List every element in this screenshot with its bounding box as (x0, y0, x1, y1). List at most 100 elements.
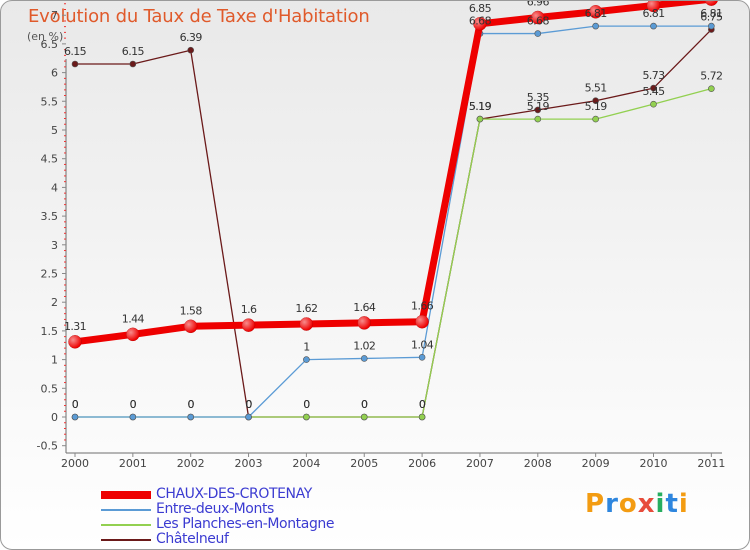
data-label: 0 (245, 398, 252, 411)
data-point-shine (68, 335, 82, 349)
data-point-shine (299, 317, 313, 331)
data-label: 6.39 (180, 31, 203, 44)
data-point (534, 115, 542, 123)
y-tick-label: 0 (51, 411, 58, 424)
data-point-shine (242, 318, 256, 332)
data-point-shine (705, 1, 718, 6)
y-tick-label: 3.5 (41, 210, 59, 223)
data-label: 6.68 (469, 15, 492, 28)
data-label: 0 (187, 398, 194, 411)
data-point (650, 100, 657, 108)
data-label: 1.62 (295, 302, 317, 315)
data-label: 6.15 (122, 45, 145, 58)
data-label: 0 (361, 398, 368, 411)
logo-letter: t (665, 489, 679, 519)
data-point (360, 355, 368, 362)
data-point-shine (184, 319, 198, 333)
y-tick-label: -0.5 (37, 440, 58, 453)
x-tick-label: 2009 (582, 457, 610, 470)
data-label: 6.96 (527, 1, 550, 8)
data-point (303, 413, 310, 421)
y-tick-label: 2.5 (41, 268, 59, 281)
data-point (418, 413, 426, 421)
chart-title: Evolution du Taux de Taxe d'Habitation (28, 6, 370, 27)
logo-letter: i (678, 489, 689, 519)
data-label: 0 (303, 398, 310, 411)
data-label: 6.81 (700, 7, 722, 20)
data-label: 1.02 (353, 339, 375, 352)
data-label: 0 (245, 398, 252, 411)
legend-label: Châtelneuf (156, 531, 229, 547)
data-point (187, 46, 194, 54)
logo-letter: r (605, 489, 619, 519)
data-point (592, 97, 599, 105)
data-point (71, 413, 79, 421)
data-label: 1.6 (241, 303, 257, 316)
data-label: 5.72 (700, 70, 722, 83)
data-label: 5.51 (585, 82, 607, 95)
legend-swatch (101, 539, 151, 541)
data-label: 0 (419, 398, 426, 411)
logo-letter: i (655, 489, 666, 519)
data-point (650, 22, 657, 30)
y-tick-label: 6.5 (41, 38, 59, 51)
data-label: 0 (130, 398, 137, 411)
y-tick-label: 1.5 (41, 325, 59, 338)
data-point (534, 30, 542, 37)
data-label: 6.68 (527, 15, 550, 28)
data-label: 5.19 (527, 100, 550, 113)
y-tick-label: 4 (51, 181, 58, 194)
logo-letter: o (618, 489, 638, 519)
data-label: 1.58 (180, 304, 203, 317)
data-label: 0 (303, 398, 310, 411)
data-label: 5.19 (469, 100, 492, 113)
data-point (129, 413, 137, 421)
y-tick-label: 0.5 (41, 382, 59, 395)
series-line (74, 88, 712, 418)
data-label: 5.73 (642, 69, 665, 82)
data-label: 1.44 (122, 312, 145, 325)
data-label: 1.64 (353, 301, 376, 314)
data-point-shine (415, 315, 429, 329)
data-point (708, 22, 715, 30)
data-label: 0 (130, 398, 137, 411)
data-point (360, 413, 368, 421)
data-point-shine (126, 327, 140, 341)
legend-label: Entre-deux-Monts (156, 501, 274, 517)
data-point-shine (357, 316, 371, 330)
x-tick-label: 2003 (235, 457, 263, 470)
data-point-shine (531, 10, 545, 24)
proxiti-logo: Proxiti (585, 489, 689, 519)
data-point-shine (589, 5, 603, 19)
data-point (592, 115, 599, 123)
y-tick-label: 1 (51, 354, 58, 367)
series-line (74, 25, 712, 418)
data-label: 6.81 (585, 7, 607, 20)
y-tick-label: 5 (51, 124, 58, 137)
data-label: 6.75 (700, 11, 723, 24)
data-label: 0 (72, 398, 79, 411)
x-tick-label: 2008 (524, 457, 552, 470)
legend-swatch (101, 509, 151, 511)
data-label: 1.04 (411, 338, 434, 351)
data-point (303, 356, 310, 363)
data-label: 0 (72, 398, 79, 411)
legend-swatch (101, 524, 151, 526)
data-point (592, 22, 599, 30)
y-tick-label: 5.5 (41, 95, 59, 108)
data-label: 6.81 (642, 7, 664, 20)
legend-label: CHAUX-DES-CROTENAY (156, 486, 312, 502)
data-point-shine (473, 17, 487, 31)
data-label: 1 (303, 341, 309, 354)
data-point (187, 413, 194, 421)
legend-label: Les Planches-en-Montagne (156, 516, 335, 532)
x-tick-label: 2000 (61, 457, 89, 470)
data-label: 6.15 (64, 45, 87, 58)
x-tick-label: 2002 (177, 457, 205, 470)
data-point (708, 85, 715, 92)
legend-swatch (101, 491, 151, 499)
series-line (71, 1, 715, 346)
data-label: 0 (245, 398, 252, 411)
